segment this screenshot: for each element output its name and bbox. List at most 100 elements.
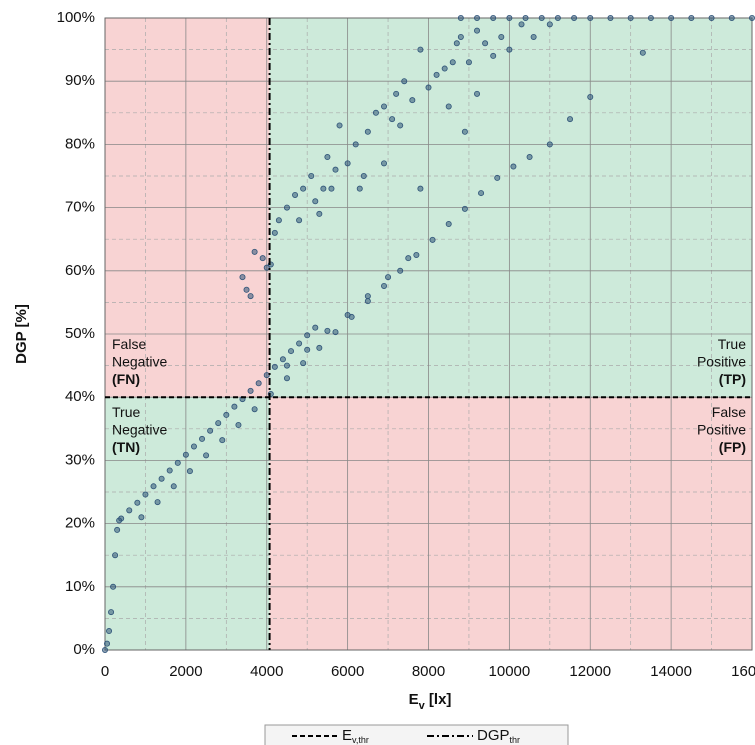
point [134,499,141,506]
x-label-unit: [lx] [425,691,452,708]
quadrant-text: False [712,404,746,420]
point [279,356,286,363]
y-tick-label: 50% [65,325,95,342]
x-tick-label: 14000 [650,663,692,680]
point [207,427,214,434]
point [166,467,173,474]
point [251,406,258,413]
point [251,248,258,255]
legend-label: DGPthr [477,727,520,745]
legend-main: DGP [477,727,510,744]
point [445,103,452,110]
point [239,274,246,281]
point [494,174,501,181]
y-tick-label: 60% [65,262,95,279]
point [158,475,165,482]
point [433,71,440,78]
point [231,403,238,410]
point [296,340,303,347]
x-tick-label: 10000 [489,663,531,680]
point [223,411,230,418]
point [482,40,489,47]
point [389,116,396,123]
point [465,59,472,66]
point [413,251,420,258]
point [203,452,210,459]
point [417,185,424,192]
point [344,160,351,167]
point [247,293,254,300]
point [474,90,481,97]
point [247,387,254,394]
point [332,329,339,336]
point [108,609,115,616]
point [474,14,481,21]
y-tick-label: 30% [65,451,95,468]
point [498,33,505,40]
point [271,363,278,370]
point [336,122,343,129]
point [417,46,424,53]
point [332,166,339,173]
point [445,221,452,228]
quadrant-text: (FP) [719,439,746,455]
point [142,491,149,498]
point [292,191,299,198]
point [154,499,161,506]
point [461,128,468,135]
point [538,14,545,21]
point [288,348,295,355]
point [409,97,416,104]
x-axis-label: Ev [lx] [409,691,452,712]
quadrant-text: True [112,404,140,420]
point [522,14,529,21]
x-tick-label: 2000 [169,663,202,680]
point [506,46,513,53]
point [263,372,270,379]
point [138,514,145,521]
point [104,640,111,647]
point [587,14,594,21]
point [219,437,226,444]
point [304,346,311,353]
point [607,14,614,21]
point [381,160,388,167]
point [453,40,460,47]
point [405,255,412,262]
point [554,14,561,21]
point [190,443,197,450]
point [110,583,117,590]
quadrant-text: Positive [697,353,746,369]
point [308,172,315,179]
point [490,52,497,59]
point [372,109,379,116]
point [360,172,367,179]
point [118,515,125,522]
point [106,628,113,635]
point [304,332,311,339]
y-tick-label: 10% [65,578,95,595]
point [546,141,553,148]
y-tick-label: 90% [65,72,95,89]
y-tick-label: 20% [65,515,95,532]
point [546,21,553,28]
point [530,33,537,40]
point [300,185,307,192]
x-tick-label: 16000 [731,663,755,680]
point [510,163,517,170]
quadrant-text: Positive [697,421,746,437]
point [397,122,404,129]
point [255,380,262,387]
point [174,459,181,466]
legend-sub: v,thr [352,735,369,745]
point [708,14,715,21]
quadrant-text: Negative [112,421,167,437]
y-tick-label: 0% [73,641,95,658]
point [429,236,436,243]
point [275,217,282,224]
point [170,483,177,490]
point [235,422,242,429]
x-label-main: E [409,691,419,708]
legend-main: E [342,727,352,744]
